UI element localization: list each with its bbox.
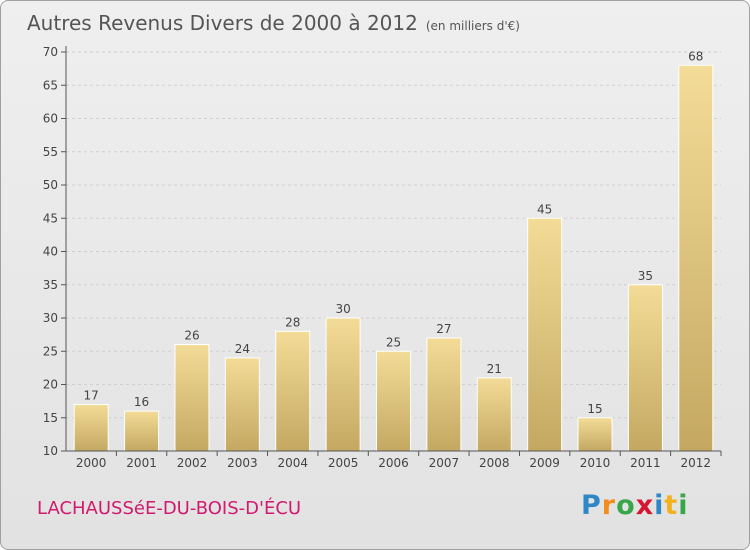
data-labels: 17 16 26 24 28 30 25 27 21 45 15 35 68	[84, 49, 704, 415]
x-tick-label: 2002	[177, 456, 208, 470]
bar-2001	[124, 410, 160, 452]
commune-name: LACHAUSSéE-DU-BOIS-D'ÉCU	[37, 498, 302, 519]
bar-2007	[426, 337, 462, 452]
x-tick-label: 2006	[378, 456, 409, 470]
logo-letter: x	[635, 490, 655, 521]
logo-letter: i	[654, 490, 665, 521]
y-tick-label: 50	[43, 178, 58, 192]
logo-letter: P	[581, 490, 602, 521]
data-label-2001: 16	[134, 395, 149, 409]
data-label-2010: 15	[587, 402, 602, 416]
bar-2005	[325, 317, 361, 452]
x-tick-label: 2000	[76, 456, 107, 470]
chart-unit-note: (en milliers d'€)	[425, 19, 520, 33]
chart-title: Autres Revenus Divers de 2000 à 2012 (en …	[27, 11, 520, 35]
x-tick-label: 2005	[328, 456, 359, 470]
y-tick-label: 15	[43, 411, 58, 425]
y-tick-label: 20	[43, 378, 58, 392]
x-tick-label: 2008	[479, 456, 510, 470]
x-tick-label: 2004	[277, 456, 308, 470]
bar-2000	[73, 403, 109, 452]
data-label-2012: 68	[688, 49, 703, 63]
y-tick-label: 10	[43, 444, 58, 458]
x-tick-label: 2003	[227, 456, 258, 470]
bar-2012	[678, 64, 714, 452]
data-label-2000: 17	[84, 388, 99, 402]
data-label-2002: 26	[184, 329, 199, 343]
bar-2008	[476, 377, 512, 452]
data-label-2007: 27	[436, 322, 451, 336]
data-label-2006: 25	[386, 335, 401, 349]
bar-2011	[627, 284, 663, 452]
axes: 10 15 20 25 30 35 40 45 50 55 60 65 70 2000 2001 2002 20…	[43, 45, 722, 470]
y-tick-label: 45	[43, 211, 58, 225]
y-tick-label: 40	[43, 245, 58, 259]
y-tick-label: 30	[43, 311, 58, 325]
data-label-2011: 35	[638, 269, 653, 283]
bar-2006	[376, 350, 411, 452]
y-tick-label: 65	[43, 78, 58, 92]
logo-letter: t	[664, 490, 679, 521]
logo-letter: i	[678, 490, 689, 521]
bar-2009	[527, 217, 563, 452]
y-tick-label: 70	[43, 45, 58, 59]
x-tick-label: 2001	[126, 456, 157, 470]
y-tick-label: 60	[43, 112, 58, 126]
bar-2003	[224, 357, 260, 452]
data-label-2004: 28	[285, 315, 300, 329]
bar-2002	[174, 344, 210, 452]
x-tick-label: 2011	[630, 456, 661, 470]
data-label-2005: 30	[335, 302, 350, 316]
chart-title-text: Autres Revenus Divers de 2000 à 2012	[27, 11, 418, 35]
x-tick-label: 2012	[681, 456, 712, 470]
data-label-2008: 21	[487, 362, 502, 376]
bars	[73, 64, 714, 452]
data-label-2003: 24	[235, 342, 250, 356]
y-tick-label: 35	[43, 278, 58, 292]
data-label-2009: 45	[537, 202, 552, 216]
x-tick-label: 2007	[429, 456, 460, 470]
bar-2004	[275, 330, 311, 452]
logo-letter: o	[616, 490, 636, 521]
y-tick-label: 25	[43, 344, 58, 358]
x-tick-label: 2009	[529, 456, 560, 470]
logo-letter: r	[601, 490, 617, 521]
x-tick-label: 2010	[580, 456, 611, 470]
bar-2010	[577, 417, 613, 452]
proxiti-logo[interactable]: Proxiti	[581, 490, 689, 521]
y-tick-label: 55	[43, 145, 58, 159]
